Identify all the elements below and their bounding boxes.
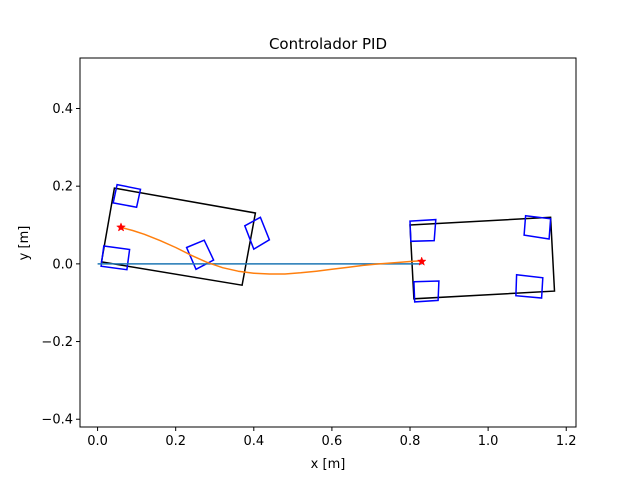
shape-9 <box>515 273 544 299</box>
shapes-layer <box>100 183 556 303</box>
x-tick-label-0: 0.0 <box>87 434 108 449</box>
shape-3 <box>185 239 215 271</box>
chart-title: Controlador PID <box>269 35 387 53</box>
shape-5 <box>409 216 556 300</box>
y-tick-label-1: −0.2 <box>41 335 73 350</box>
shape-7 <box>413 280 440 303</box>
plot-frame <box>79 57 577 428</box>
star-marker-0 <box>116 222 126 232</box>
x-tick-label-4: 0.8 <box>400 434 421 449</box>
series-layer <box>97 226 422 275</box>
shape-6 <box>409 218 437 243</box>
x-tick-label-5: 1.0 <box>478 434 499 449</box>
x-axis-label: x [m] <box>311 457 346 472</box>
x-axis: 0.0 0.2 0.4 0.6 0.8 1.0 1.2 <box>87 427 577 449</box>
y-tick-label-3: 0.2 <box>52 180 73 195</box>
plot-background <box>80 58 576 427</box>
x-tick-label-2: 0.4 <box>243 434 264 449</box>
shape-1 <box>112 183 142 209</box>
shape-0 <box>100 187 257 287</box>
y-tick-label-0: −0.4 <box>41 413 73 428</box>
y-tick-label-2: 0.0 <box>52 257 73 272</box>
y-axis: −0.4 −0.2 0.0 0.2 0.4 <box>41 102 80 428</box>
x-tick-label-6: 1.2 <box>556 434 577 449</box>
y-axis-label: y [m] <box>17 226 32 261</box>
shape-2 <box>100 245 131 271</box>
markers-layer <box>116 222 427 266</box>
x-tick-label-1: 0.2 <box>165 434 186 449</box>
series-line-1 <box>120 226 422 275</box>
x-tick-label-3: 0.6 <box>322 434 343 449</box>
y-tick-label-4: 0.4 <box>52 102 73 117</box>
shape-4 <box>243 216 271 251</box>
star-marker-1 <box>416 256 427 266</box>
plot-area <box>79 57 577 428</box>
shape-8 <box>523 214 552 240</box>
